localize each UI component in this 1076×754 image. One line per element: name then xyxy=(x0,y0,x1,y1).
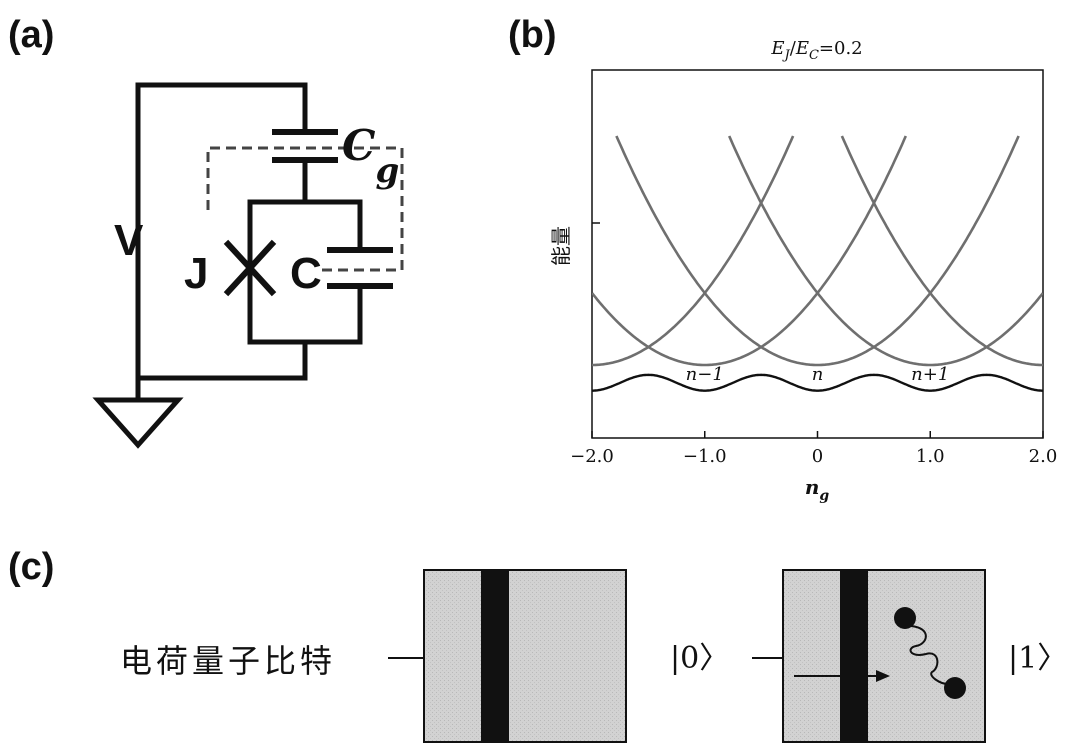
gate-cap-label: Cg xyxy=(342,121,399,191)
junction-cross-b xyxy=(223,239,277,297)
ground-band xyxy=(592,373,1043,392)
energy-band-chart: EJ/EC=0.2 能量 n−1 n n+1 −2.0 −1.0 0 1.0 2.0 ng xyxy=(549,38,1058,504)
state-label: n xyxy=(812,364,824,385)
state1-box xyxy=(782,569,986,743)
state0-box xyxy=(423,569,627,743)
charge-parabola xyxy=(615,135,1020,367)
state-label: n−1 xyxy=(686,364,724,385)
wire-left-top xyxy=(135,82,308,273)
island-dashed-outline xyxy=(206,146,404,272)
ground-icon xyxy=(92,397,184,449)
charge-parabola xyxy=(592,135,795,367)
x-tick-label: −1.0 xyxy=(683,446,727,467)
panel-label-b: (b) xyxy=(508,14,557,56)
cooper-electron-top xyxy=(894,607,916,629)
y-axis-label: 能量 xyxy=(549,226,573,266)
x-tick-label: −2.0 xyxy=(570,446,614,467)
x-tick-label: 0 xyxy=(812,446,823,467)
x-tick-label: 1.0 xyxy=(916,446,945,467)
panel-label-a: (a) xyxy=(8,14,55,56)
cooper-pair-wave xyxy=(909,625,949,685)
charge-parabola xyxy=(840,135,1043,367)
charge-parabola xyxy=(592,135,907,367)
chart-title: EJ/EC=0.2 xyxy=(770,38,862,63)
qubit-states-illustration: |0〉 |1〉 xyxy=(388,569,1067,743)
state-label: n+1 xyxy=(911,364,949,385)
panel-label-c: (c) xyxy=(8,546,55,588)
state1-barrier xyxy=(840,571,868,741)
charge-parabola xyxy=(728,135,1043,367)
qubit-caption: 电荷量子比特 xyxy=(120,642,337,680)
state1-label: |1〉 xyxy=(1008,641,1067,676)
x-axis-label: ng xyxy=(805,475,830,504)
wire-bottom xyxy=(135,339,308,381)
capacitor-label: C xyxy=(290,249,322,298)
cooper-electron-bottom xyxy=(944,677,966,699)
voltage-label: V xyxy=(114,216,144,265)
state0-barrier xyxy=(481,571,509,741)
x-tick-label: 2.0 xyxy=(1029,446,1058,467)
wire-inner-bottom xyxy=(247,283,363,345)
tunneling-arrow-head xyxy=(876,670,890,682)
circuit-diagram: V J C Cg xyxy=(92,82,404,449)
wire-inner-box xyxy=(247,199,363,253)
junction-label: J xyxy=(184,249,208,298)
state0-label: |0〉 xyxy=(670,641,729,676)
